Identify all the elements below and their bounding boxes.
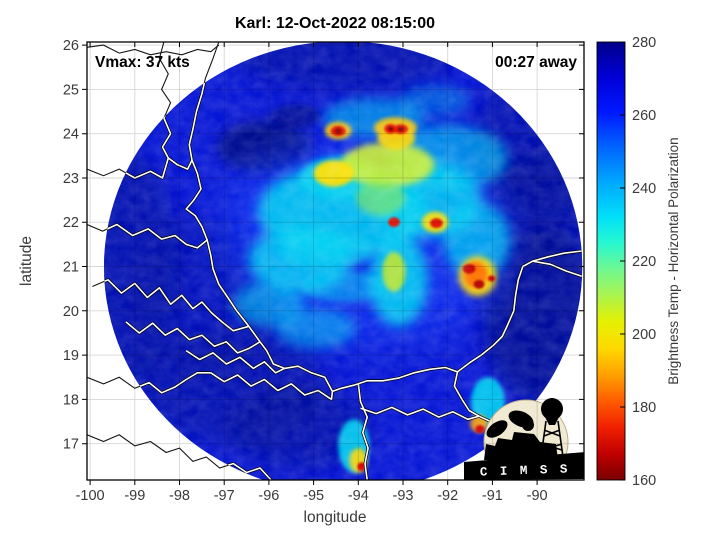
axis-ticks [82, 42, 584, 485]
gridlines [87, 42, 584, 480]
x-tick-label: -99 [124, 488, 145, 504]
colorbar-tick-label: 260 [632, 108, 656, 124]
colorbar-tick-label: 160 [632, 473, 656, 489]
water-tower-icon [540, 398, 564, 458]
plot-title: Karl: 12-Oct-2022 08:15:00 [235, 15, 435, 32]
brightness-temp-imagery [103, 42, 583, 480]
x-tick-label: -100 [76, 488, 105, 504]
y-tick-label: 26 [63, 38, 79, 54]
map-outline [103, 223, 208, 249]
map-outline [103, 279, 250, 332]
colorbar-tick-label: 240 [632, 181, 656, 197]
map-outline [125, 321, 261, 354]
x-tick-label: -90 [527, 488, 548, 504]
y-tick-label: 23 [63, 171, 79, 187]
map-outline [453, 371, 480, 417]
colorbar-tick-label: 220 [632, 254, 656, 270]
y-tick-label: 18 [63, 392, 79, 408]
y-tick-label: 17 [63, 437, 79, 453]
cimss-logo-text: C I M S S [480, 462, 570, 479]
x-tick-label: -95 [303, 488, 324, 504]
colorbar-ticks [620, 41, 625, 481]
y-tick-label: 25 [63, 82, 79, 98]
map-outline [532, 260, 583, 278]
cimss-logo: C I M S S [464, 398, 584, 480]
x-tick-label: -93 [393, 488, 414, 504]
x-tick-label: -91 [482, 488, 503, 504]
plot-border [86, 41, 585, 481]
x-tick-label: -92 [437, 488, 458, 504]
x-tick-label: -98 [169, 488, 190, 504]
y-tick-label: 24 [63, 127, 79, 143]
map-outlines [87, 42, 583, 480]
logo-banner [464, 452, 584, 480]
map-outline [357, 383, 369, 480]
y-axis-label: latitude [18, 236, 35, 286]
colorbar: 280 260 240 220 200 180 160 [596, 35, 656, 489]
satellite-dish-icon [484, 410, 558, 460]
x-tick-label: -94 [348, 488, 369, 504]
axes: -100 -99 -98 -97 -96 -95 -94 -93 -92 -91 -90 26 25 24… [63, 38, 584, 504]
colorbar-tick-label: 200 [632, 327, 656, 343]
colorbar-tick-label: 280 [632, 35, 656, 51]
map-outline [210, 372, 334, 401]
x-axis-label: longitude [304, 509, 367, 526]
eta-annotation: 00:27 away [495, 54, 577, 71]
y-tick-label: 19 [63, 348, 79, 364]
grid-path [87, 42, 584, 480]
vmax-annotation: Vmax: 37 kts [95, 54, 190, 71]
x-tick-label: -96 [258, 488, 279, 504]
y-tick-label: 20 [63, 304, 79, 320]
y-tick-label: 22 [63, 215, 79, 231]
y-tick-label: 21 [63, 260, 79, 276]
map-outline [103, 157, 170, 179]
map-outline [185, 350, 285, 374]
colorbar-label: Brightness Temp - Horizontal Polarizatio… [666, 137, 681, 384]
map-outline [185, 42, 582, 393]
x-tick-label: -97 [214, 488, 235, 504]
map-outline [87, 44, 220, 56]
colorbar-tick-label: 180 [632, 400, 656, 416]
